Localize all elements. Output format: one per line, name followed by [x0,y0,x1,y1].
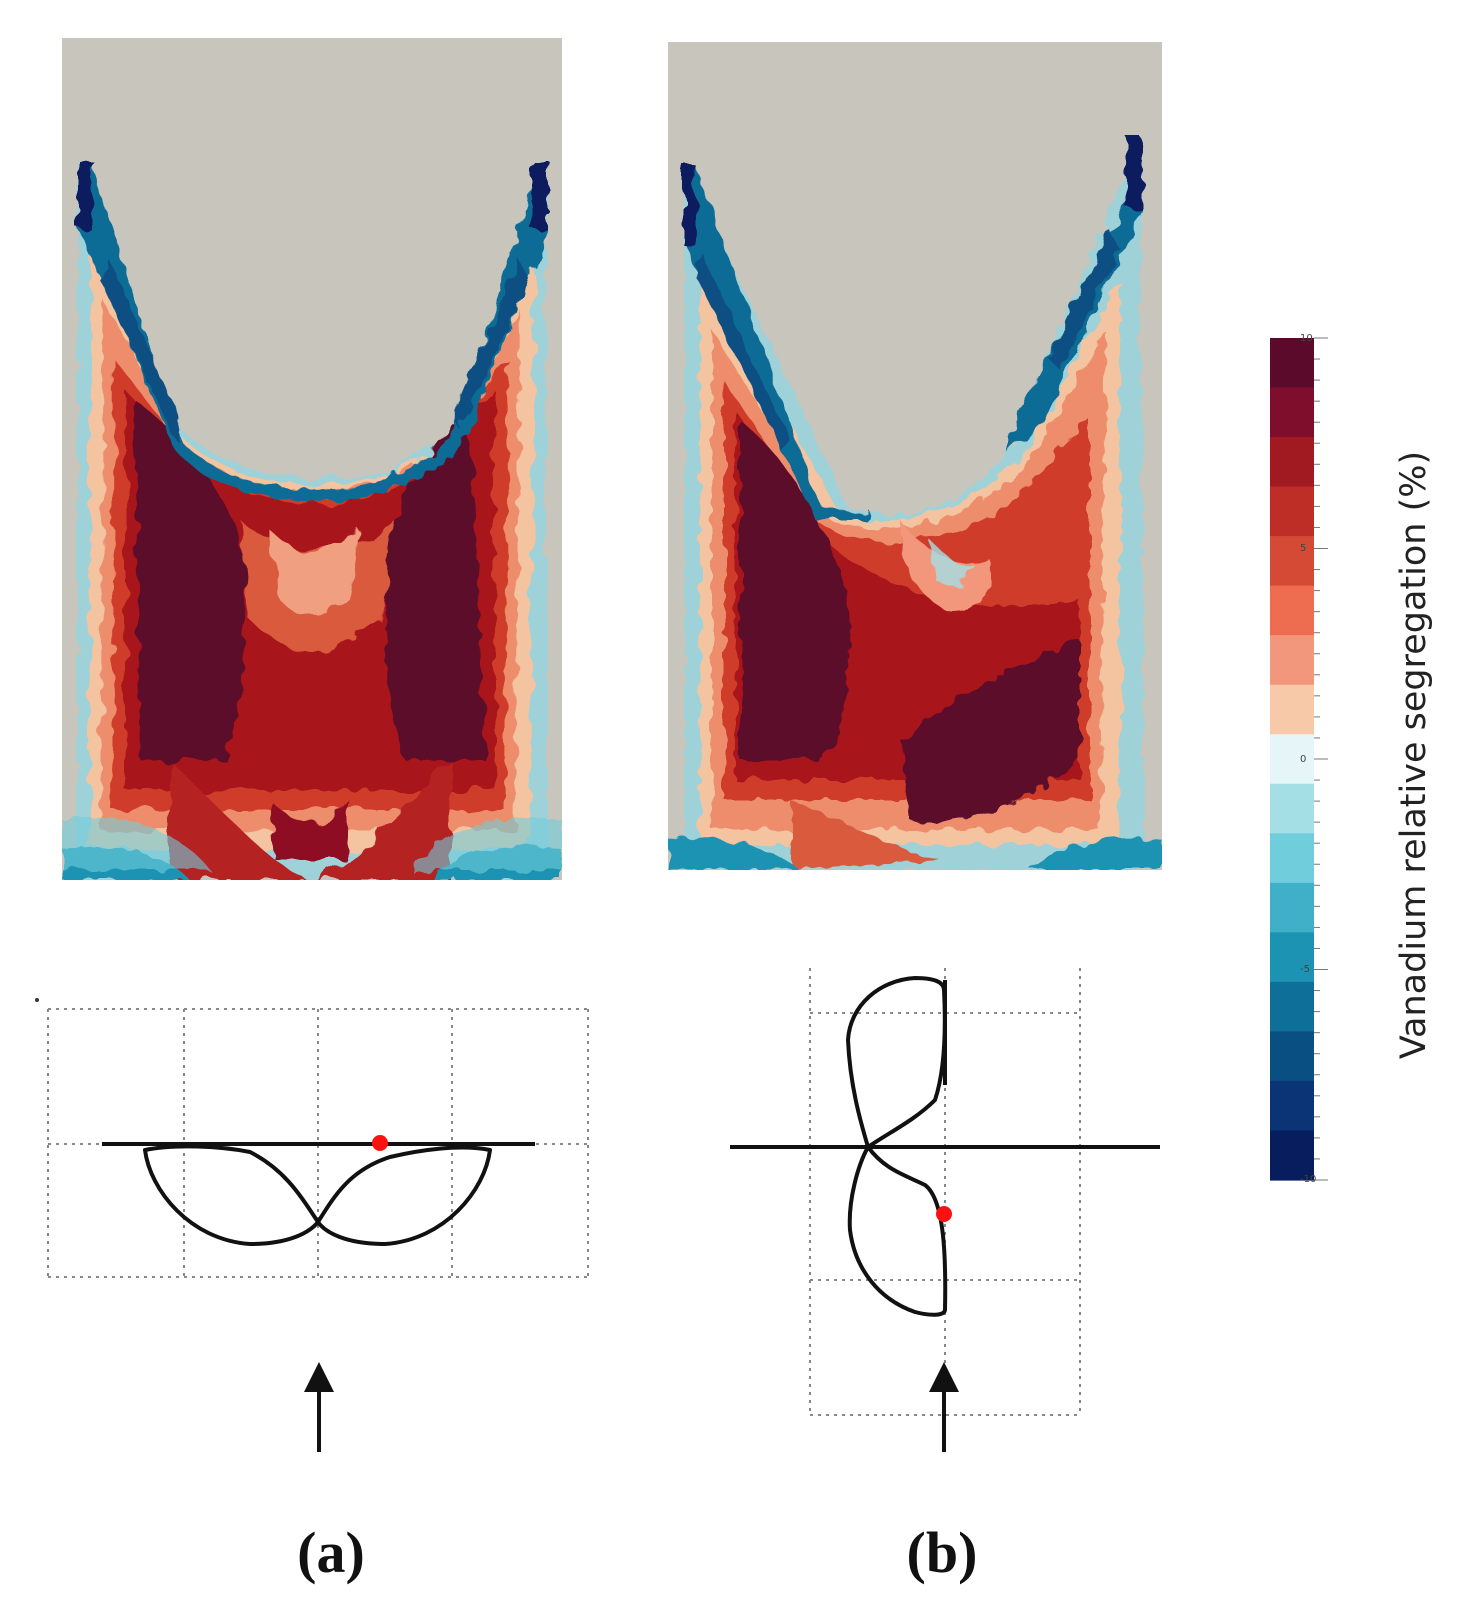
colorbar-swatch [1270,437,1314,488]
colorbar-swatch [1270,783,1314,834]
colorbar: 10 5 0 -5 -10 Vanadium relative segregat… [1270,333,1434,1185]
panel-a-left-lobe [143,1144,320,1246]
colorbar-swatch [1270,1080,1314,1132]
colorbar-tick-label-neg10: -10 [1300,1174,1316,1185]
panel-a-polar-plot: (a) [47,1008,589,1585]
panel-a-arrow [304,1362,334,1452]
panel-b-segregation-map [668,42,1162,870]
colorbar-swatch [1270,1031,1314,1082]
colorbar-swatch [1270,684,1314,735]
stray-dot [35,998,39,1002]
panel-b-label: (b) [907,1520,978,1585]
panel-b-upper-lobe [846,976,947,1149]
colorbar-swatch [1270,387,1314,438]
panel-a-segregation-map [62,38,562,880]
colorbar-swatch [1270,536,1314,587]
colorbar-swatch [1270,981,1314,1033]
colorbar-tick-label-5: 5 [1300,543,1306,554]
colorbar-title: Vanadium relative segregation (%) [1394,451,1434,1059]
colorbar-swatch [1270,734,1314,785]
colorbar-tick-label-neg5: -5 [1300,964,1310,975]
panel-b-polar-plot: (b) [730,968,1160,1585]
panel-a-red-marker [372,1135,388,1151]
panel-b-lower-lobe [847,1145,948,1317]
colorbar-swatch [1270,1130,1314,1181]
colorbar-tick-label-0: 0 [1300,754,1306,765]
colorbar-gradient [1270,338,1314,1181]
colorbar-swatch [1270,486,1314,537]
colorbar-swatch [1270,882,1314,933]
colorbar-ticks [1314,337,1328,1181]
panel-a-right-lobe [316,1145,492,1246]
colorbar-swatch [1270,932,1314,983]
colorbar-swatch [1270,338,1314,389]
panel-b-arrow [929,1362,959,1452]
colorbar-swatch [1270,833,1314,884]
panel-b-red-marker [936,1206,952,1222]
colorbar-swatch [1270,585,1314,636]
colorbar-tick-label-10: 10 [1300,333,1313,344]
colorbar-swatch [1270,635,1314,686]
panel-a-label: (a) [297,1520,365,1585]
